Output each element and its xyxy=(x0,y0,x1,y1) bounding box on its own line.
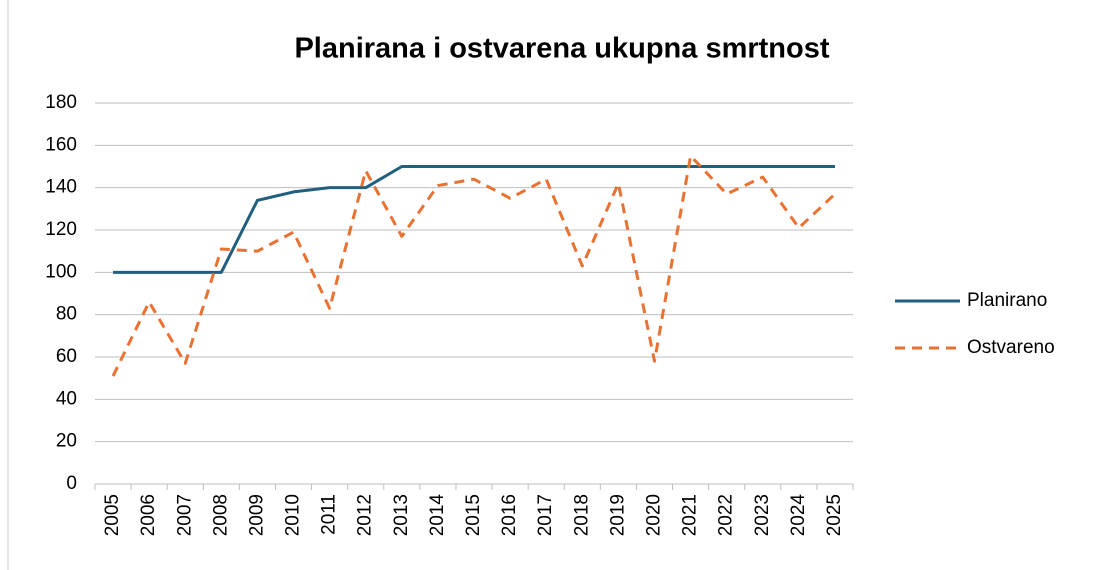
y-tick-label: 160 xyxy=(45,134,77,155)
x-tick-label: 2016 xyxy=(499,494,520,536)
series-line xyxy=(111,154,836,377)
y-tick-label: 60 xyxy=(56,346,77,367)
x-tick-label: 2011 xyxy=(319,494,340,535)
y-tick-label: 40 xyxy=(56,388,77,409)
x-tick-label: 2008 xyxy=(210,494,231,536)
chart-title: Planirana i ostvarena ukupna smrtnost xyxy=(294,33,829,65)
y-tick-label: 0 xyxy=(66,473,77,494)
x-tick-label: 2023 xyxy=(752,494,773,536)
y-tick-label: 120 xyxy=(45,219,77,240)
x-tick-label: 2015 xyxy=(463,494,484,536)
y-tick-label: 180 xyxy=(45,92,77,113)
x-tick-label: 2009 xyxy=(246,494,267,536)
x-tick-label: 2022 xyxy=(716,494,737,536)
y-tick-label: 20 xyxy=(56,431,77,452)
y-tick-label: 140 xyxy=(45,177,77,198)
x-tick-label: 2006 xyxy=(138,494,159,536)
x-tick-label: 2024 xyxy=(788,494,809,537)
x-tick-label: 2010 xyxy=(283,494,304,536)
x-tick-label: 2017 xyxy=(535,494,556,536)
x-tick-label: 2019 xyxy=(607,494,628,536)
x-tick-label: 2007 xyxy=(174,494,195,536)
x-tick-label: 2005 xyxy=(102,494,123,536)
y-tick-label: 100 xyxy=(45,261,77,282)
x-tick-label: 2013 xyxy=(391,494,412,536)
legend-label: Ostvareno xyxy=(967,337,1055,358)
x-tick-label: 2025 xyxy=(824,494,845,536)
y-tick-label: 80 xyxy=(56,304,77,325)
x-tick-label: 2018 xyxy=(571,494,592,536)
x-tick-label: 2012 xyxy=(355,494,376,536)
series-line xyxy=(113,165,835,274)
x-tick-label: 2014 xyxy=(427,494,448,537)
x-tick-label: 2020 xyxy=(643,494,664,536)
legend-label: Planirano xyxy=(967,290,1047,311)
x-tick-label: 2021 xyxy=(680,494,701,536)
